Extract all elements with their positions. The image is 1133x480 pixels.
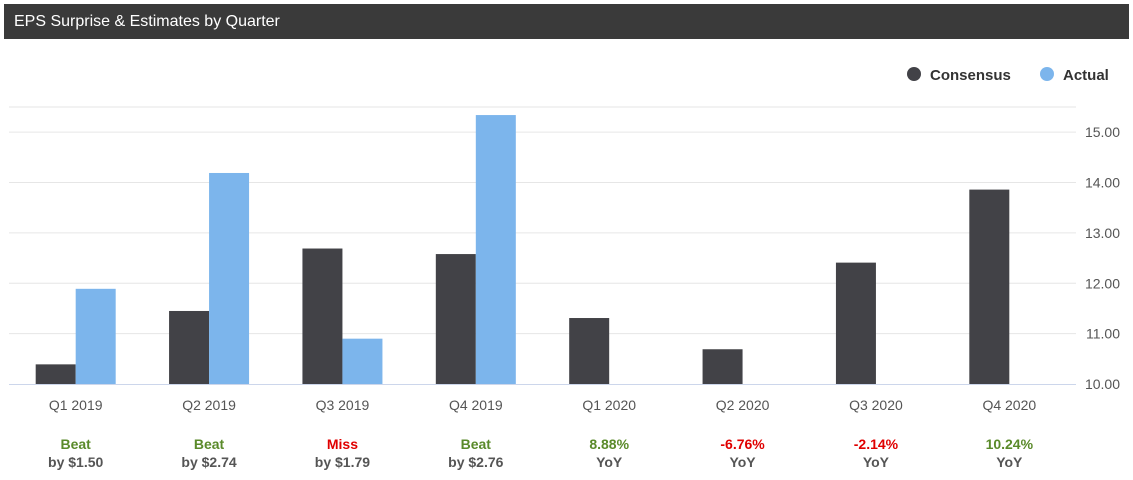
x-tick-label: Q3 2019 xyxy=(316,397,370,413)
result-detail-label: YoY xyxy=(863,454,890,470)
bar-consensus[interactable] xyxy=(569,318,610,384)
result-detail-label: YoY xyxy=(596,454,623,470)
chart-title-bar: EPS Surprise & Estimates by Quarter xyxy=(4,4,1129,39)
bar-actual[interactable] xyxy=(209,172,250,384)
y-tick-label: 11.00 xyxy=(1086,326,1120,342)
result-status-label: Beat xyxy=(194,436,225,452)
result-detail-label: by $2.74 xyxy=(181,454,236,470)
grid-lines xyxy=(9,106,1076,335)
result-status-label: -2.14% xyxy=(854,436,899,452)
result-detail-label: by $1.50 xyxy=(48,454,103,470)
legend-consensus-label[interactable]: Consensus xyxy=(930,67,1011,84)
y-tick-label: 13.00 xyxy=(1085,225,1120,241)
bar-actual[interactable] xyxy=(342,338,383,384)
axes: 10.00 11.00 12.00 13.00 14.00 15.00 Q1 2019 Q2 … xyxy=(9,124,1120,413)
bar-consensus[interactable] xyxy=(35,364,76,384)
legend-consensus-marker xyxy=(907,67,921,81)
x-tick-label: Q1 2019 xyxy=(49,397,103,413)
result-detail-label: by $1.79 xyxy=(315,454,370,470)
result-detail-label: by $2.76 xyxy=(448,454,503,470)
chart-title: EPS Surprise & Estimates by Quarter xyxy=(14,13,280,30)
bar-consensus[interactable] xyxy=(169,310,210,384)
result-status-label: Miss xyxy=(327,436,358,452)
legend-actual-label[interactable]: Actual xyxy=(1063,67,1109,84)
bar-consensus[interactable] xyxy=(969,189,1010,384)
bar-actual[interactable] xyxy=(75,288,116,384)
x-tick-label: Q2 2019 xyxy=(182,397,236,413)
result-status-label: Beat xyxy=(461,436,492,452)
x-tick-label: Q4 2019 xyxy=(449,397,503,413)
bar-consensus[interactable] xyxy=(835,262,876,384)
y-tick-label: 10.00 xyxy=(1085,376,1120,392)
result-status-label: -6.76% xyxy=(720,436,765,452)
result-status-label: 10.24% xyxy=(986,436,1034,452)
result-status-label: 8.88% xyxy=(589,436,629,452)
bar-consensus[interactable] xyxy=(702,349,743,384)
result-detail-label: YoY xyxy=(996,454,1023,470)
bar-consensus[interactable] xyxy=(435,254,476,384)
x-tick-label: Q3 2020 xyxy=(849,397,903,413)
y-tick-label: 14.00 xyxy=(1085,175,1120,191)
y-tick-label: 15.00 xyxy=(1085,124,1120,140)
bars xyxy=(35,115,1010,385)
result-status-label: Beat xyxy=(61,436,92,452)
bar-consensus[interactable] xyxy=(302,248,343,384)
y-tick-label: 12.00 xyxy=(1085,275,1120,291)
legend[interactable]: Consensus Actual xyxy=(907,67,1109,84)
x-tick-label: Q2 2020 xyxy=(716,397,770,413)
bar-actual[interactable] xyxy=(475,115,516,385)
quarter-results: Beat by $1.50 Beat by $2.74 Miss by $1.79 Beat… xyxy=(48,436,1034,470)
legend-actual-marker xyxy=(1040,67,1054,81)
x-tick-label: Q1 2020 xyxy=(582,397,636,413)
x-tick-label: Q4 2020 xyxy=(982,397,1036,413)
result-detail-label: YoY xyxy=(729,454,756,470)
